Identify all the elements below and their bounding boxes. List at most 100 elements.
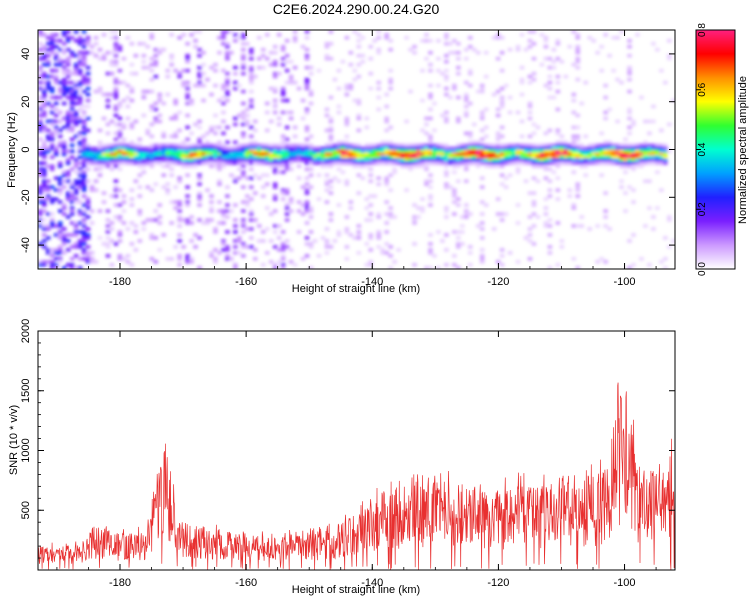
spectrogram-cell [65,38,71,43]
spectrogram-cell [467,155,473,160]
spectrogram-cell [213,152,218,157]
spectrogram-cell [69,50,75,55]
spectrogram-cell [153,209,159,213]
spectrogram-cell [483,158,489,163]
spectrogram-cell [635,149,640,154]
spectrogram-cell [129,161,135,166]
spectrogram-cell [344,182,350,186]
spectrogram-cell [153,101,159,106]
spectrogram-cell [631,188,636,192]
spectrogram-cell [57,179,63,183]
spectrogram-cell [221,146,226,151]
spectrogram-cell [61,65,67,70]
spectrogram-cell [364,161,370,166]
spectrogram-cell [189,158,194,163]
spectrogram-cell [324,152,330,157]
spectrogram-cell [332,239,338,243]
spectrogram-cell [41,104,47,109]
spectrogram-cell [304,254,310,258]
spectrogram-cell [125,104,131,109]
spectrogram-cell [225,152,230,157]
spectrogram-cell [185,143,190,148]
spectrogram-cell [507,146,513,151]
spectrogram-cell [57,230,63,234]
spectrogram-cell [340,146,346,151]
spectrogram-cell [73,191,79,195]
spectrogram-cell [388,80,393,85]
spectrogram-cell [356,233,362,237]
spectrogram-cell [535,158,541,163]
spectrogram-cell [559,155,565,160]
spectrogram-cell [344,230,350,234]
spectrogram-cell [201,158,206,163]
spectrogram-cell [185,203,190,207]
spectrogram-cell [424,149,429,154]
spectrogram-cell [89,209,95,213]
spectrogram-cell [209,251,214,255]
spectrogram-cell [69,257,75,261]
spectrogram-cell [45,59,51,64]
spectrogram-cell [575,185,581,189]
spectrogram-cell [49,212,55,216]
spectrogram-cell [85,152,91,157]
spectrogram-cell [217,143,222,148]
spectrogram-cell [65,215,71,219]
spectrogram-cell [165,161,170,166]
spectrogram-cell [547,245,553,249]
spectrogram-cell [129,86,135,91]
spectrogram-cell [57,176,63,180]
spectrogram-cell [177,161,182,166]
spectrogram-cell [428,203,433,207]
spectrogram-cell [336,86,342,91]
spectrogram-cell [38,263,43,267]
spectrogram-cell [57,233,63,237]
spectrogram-cell [249,245,254,249]
spectrogram-cell [81,80,87,85]
spectrogram-cell [57,164,63,169]
spectrogram-cell [404,155,409,160]
spectrogram-cell [249,146,254,151]
spectrogram-cell [53,95,59,100]
spectrogram-cell [161,164,166,169]
spectrogram-cell [324,251,330,255]
spectrogram-cell [73,224,79,228]
spectrogram-cell [145,65,151,70]
spectrogram-cell [197,74,202,79]
spectrogram-cell [121,125,127,130]
spectrogram-cell [448,146,453,151]
spectrogram-cell [49,185,55,189]
spectrogram-cell [428,95,433,100]
spectrogram-cell [479,248,485,252]
spectrogram-cell [109,152,115,157]
spectrogram-cell [264,182,270,186]
spectrogram-cell [81,209,87,213]
spectrogram-cell [392,155,397,160]
spectrogram-cell [177,239,182,243]
spectrogram-cell [611,155,616,160]
spectrogram-cell [241,209,246,213]
spectrogram-cell [483,134,489,139]
spectrogram-cell [241,185,246,189]
spectrogram-cell [583,146,589,151]
spectrogram-cell [428,161,433,166]
spectrogram-cell [165,68,170,73]
spectrogram-cell [157,248,163,252]
spectrogram-cell [149,134,155,139]
spectrogram-cell [137,158,143,163]
spectrogram-cell [97,89,103,94]
spectrogram-cell [527,158,533,163]
spectrogram-cell [615,143,620,148]
spectrogram-cell [324,188,330,192]
spectrogram-cell [643,143,648,148]
spectrogram-cell [38,110,43,115]
spectrogram-cell [547,218,553,222]
spectrogram-cell [284,158,290,163]
spectrogram-cell [77,143,83,148]
spectrogram-cell [185,95,190,100]
spectrogram-cell [105,131,111,136]
spectrogram-cell [77,179,83,183]
spectrogram-cell [551,95,557,100]
spectrogram-cell [201,71,206,76]
spectrogram-cell [65,56,71,61]
spectrogram-cell [292,35,298,40]
